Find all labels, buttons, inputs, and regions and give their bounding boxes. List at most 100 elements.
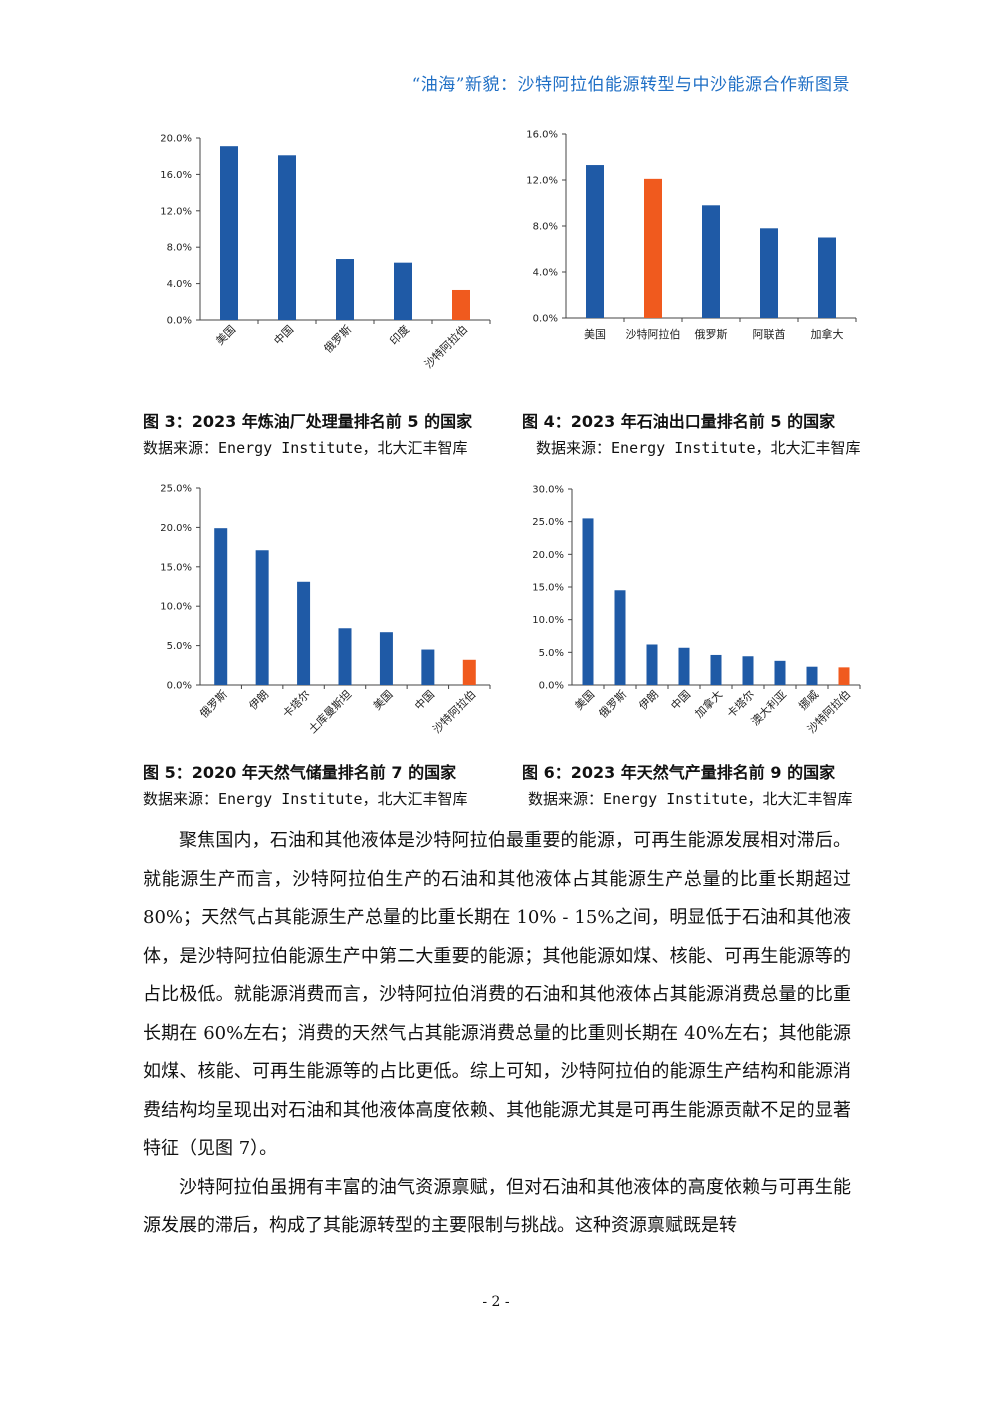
y-tick-label: 5.0% [539, 648, 564, 659]
figure-3-source-body: Energy Institute，北大汇丰智库 [218, 439, 468, 457]
category-label: 沙特阿拉伯 [626, 327, 681, 341]
figure-6-title: 图 6：2023 年天然气产量排名前 9 的国家 [522, 763, 836, 782]
y-tick-label: 5.0% [167, 641, 192, 652]
figure-5-source-body: Energy Institute，北大汇丰智库 [218, 790, 468, 808]
category-label: 伊朗 [247, 688, 272, 713]
category-label: 俄罗斯 [322, 323, 355, 356]
figure-4-source: 数据来源：Energy Institute，北大汇丰智库 [536, 437, 861, 458]
figure-5-title: 图 5：2020 年天然气储量排名前 7 的国家 [143, 763, 457, 782]
bar [421, 649, 435, 685]
body-text: 聚焦国内，石油和其他液体是沙特阿拉伯最重要的能源，可再生能源发展相对滞后。就能源… [143, 822, 851, 1246]
category-label: 卡塔尔 [280, 688, 313, 721]
category-label: 中国 [668, 688, 693, 713]
category-label: 俄罗斯 [695, 328, 728, 341]
y-tick-label: 30.0% [532, 485, 564, 496]
figure-6-chart: 0.0% 5.0% 10.0% 15.0% 20.0% 25.0% 30.0% 美国 俄罗斯 伊朗… [516, 478, 866, 748]
y-tick-label: 0.0% [167, 681, 192, 692]
category-label: 中国 [271, 323, 296, 348]
figure-4-caption: 图 4：2023 年石油出口量排名前 5 的国家 数据来源：Energy Ins… [522, 408, 861, 458]
y-tick-label: 15.0% [532, 583, 564, 594]
bar [297, 581, 311, 685]
figure-3-source: 数据来源：Energy Institute，北大汇丰智库 [143, 437, 472, 458]
bar [255, 550, 269, 685]
bar [644, 178, 662, 318]
category-label: 印度 [387, 322, 412, 347]
figure-3-caption: 图 3：2023 年炼油厂处理量排名前 5 的国家 数据来源：Energy In… [143, 408, 472, 458]
category-label: 美国 [584, 328, 606, 341]
y-tick-label: 25.0% [160, 484, 192, 495]
figure-5-chart: 0.0% 5.0% 10.0% 15.0% 20.0% 25.0% 俄罗斯 伊朗 卡塔尔 土库曼斯… [150, 478, 500, 748]
bar [614, 590, 626, 685]
category-label: 沙特阿拉伯 [430, 687, 479, 736]
bar [838, 667, 850, 685]
figure-4-chart: 0.0% 4.0% 8.0% 12.0% 16.0% 美国 沙特阿拉伯 俄罗斯 阿联酋 加拿大 [516, 124, 866, 349]
bar [582, 518, 594, 685]
y-tick-label: 4.0% [167, 279, 192, 290]
bar [774, 660, 786, 685]
figure-4-source-label: 数据来源： [536, 439, 612, 457]
y-tick-label: 0.0% [533, 314, 558, 325]
bar [336, 259, 354, 320]
category-label: 加拿大 [811, 327, 844, 341]
figure-6-source-label: 数据来源： [528, 790, 604, 808]
y-tick-label: 8.0% [533, 222, 558, 233]
figure-4-source-body: Energy Institute，北大汇丰智库 [611, 439, 861, 457]
category-label: 伊朗 [636, 688, 661, 713]
bar [379, 632, 393, 685]
bar [646, 644, 658, 685]
y-tick-label: 16.0% [160, 170, 192, 181]
y-tick-label: 25.0% [532, 517, 564, 528]
paragraph-2: 沙特阿拉伯虽拥有丰富的油气资源禀赋，但对石油和其他液体的高度依赖与可再生能源发展… [143, 1176, 851, 1237]
figure-5-source: 数据来源：Energy Institute，北大汇丰智库 [143, 788, 468, 809]
figure-3-chart: 0.0% 4.0% 8.0% 12.0% 16.0% 20.0% 美国 中国 俄罗斯 印度 沙特阿拉… [150, 128, 500, 398]
figure-3-source-label: 数据来源： [143, 439, 219, 457]
figure-6-source-body: Energy Institute，北大汇丰智库 [603, 790, 853, 808]
category-label: 美国 [371, 688, 396, 713]
bar [742, 656, 754, 685]
category-label: 加拿大 [692, 687, 725, 720]
category-label: 俄罗斯 [197, 688, 230, 721]
running-header: “油海”新貌：沙特阿拉伯能源转型与中沙能源合作新图景 [411, 75, 850, 95]
category-label: 美国 [572, 688, 597, 713]
figure-6-source: 数据来源：Energy Institute，北大汇丰智库 [528, 788, 853, 809]
bar [806, 666, 818, 685]
y-tick-label: 10.0% [160, 602, 192, 613]
category-label: 澳大利亚 [748, 687, 789, 728]
category-label: 土库曼斯坦 [305, 687, 354, 736]
y-tick-label: 20.0% [160, 134, 192, 145]
bar [278, 155, 296, 320]
bar [678, 647, 690, 685]
bar [760, 228, 778, 318]
bar [818, 237, 836, 318]
figure-4-title: 图 4：2023 年石油出口量排名前 5 的国家 [522, 412, 836, 431]
y-tick-label: 20.0% [532, 550, 564, 561]
y-tick-label: 12.0% [526, 176, 558, 187]
figure-3-title: 图 3：2023 年炼油厂处理量排名前 5 的国家 [143, 412, 473, 431]
category-label: 中国 [412, 688, 437, 713]
y-tick-label: 16.0% [526, 130, 558, 141]
y-tick-label: 8.0% [167, 243, 192, 254]
paragraph-1: 聚焦国内，石油和其他液体是沙特阿拉伯最重要的能源，可再生能源发展相对滞后。就能源… [143, 830, 851, 1159]
y-tick-label: 10.0% [532, 615, 564, 626]
bar [394, 262, 412, 320]
bar [214, 528, 228, 685]
bar [586, 165, 604, 318]
y-tick-label: 0.0% [167, 316, 192, 327]
y-tick-label: 20.0% [160, 523, 192, 534]
page-number: - 2 - [482, 1294, 510, 1310]
bar [220, 146, 238, 320]
bar [702, 205, 720, 318]
y-tick-label: 4.0% [533, 268, 558, 279]
y-tick-label: 15.0% [160, 562, 192, 573]
figure-5-caption: 图 5：2020 年天然气储量排名前 7 的国家 数据来源：Energy Ins… [143, 759, 468, 809]
figure-6-caption: 图 6：2023 年天然气产量排名前 9 的国家 数据来源：Energy Ins… [522, 759, 853, 809]
bar [452, 289, 470, 320]
y-tick-label: 0.0% [539, 681, 564, 692]
figure-5-source-label: 数据来源： [143, 790, 219, 808]
category-label: 挪威 [796, 687, 821, 712]
bar [462, 659, 476, 685]
category-label: 俄罗斯 [597, 688, 630, 721]
bar [338, 628, 352, 685]
category-label: 美国 [213, 323, 238, 348]
bar [710, 654, 722, 685]
